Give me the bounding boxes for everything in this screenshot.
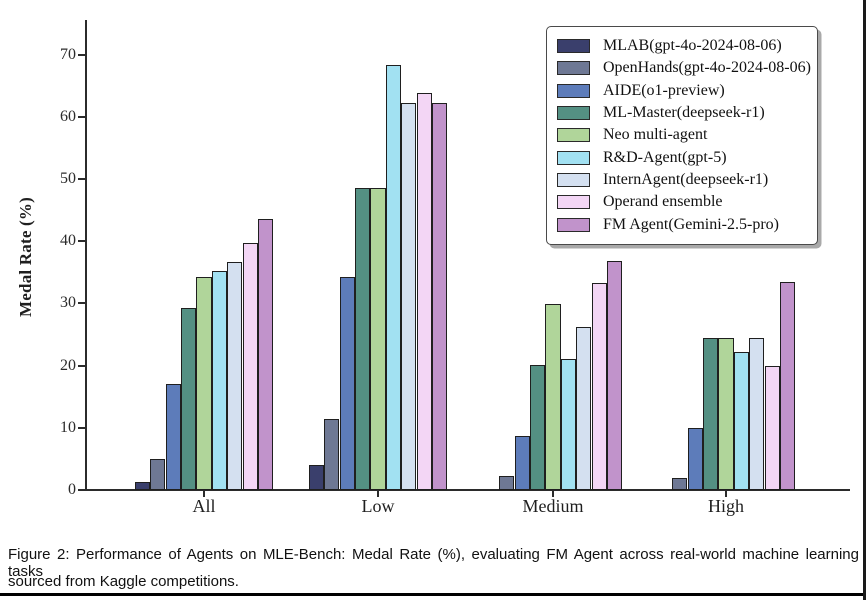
bar-medium-7 <box>591 282 607 490</box>
legend-label: AIDE(o1-preview) <box>603 81 725 99</box>
bar-low-3 <box>354 187 371 490</box>
y-tick-label-60: 60 <box>60 107 76 125</box>
bar-low-4 <box>370 187 386 490</box>
legend-swatch-icon <box>557 150 590 165</box>
x-tick-mark-high <box>725 491 727 497</box>
legend-label: MLAB(gpt-4o-2024-08-06) <box>603 37 782 55</box>
bar-medium-2 <box>514 435 530 490</box>
y-axis-spine <box>85 20 87 491</box>
y-tick-mark-60 <box>78 115 85 118</box>
legend-swatch-icon <box>557 83 590 98</box>
legend-item-7: Operand ensemble <box>557 191 807 213</box>
page-right-rule <box>863 0 866 600</box>
legend-item-5: R&D-Agent(gpt-5) <box>557 146 807 168</box>
figure-caption-line2: sourced from Kaggle competitions. <box>8 573 239 590</box>
legend-label: ML-Master(deepseek-r1) <box>603 104 765 122</box>
bar-low-6 <box>401 102 417 490</box>
legend-label: Operand ensemble <box>603 193 723 211</box>
bar-all-1 <box>150 458 166 490</box>
bar-medium-5 <box>560 359 577 490</box>
bar-low-2 <box>339 276 355 490</box>
y-tick-mark-70 <box>78 53 85 56</box>
bar-high-1 <box>672 478 688 490</box>
bar-high-4 <box>718 337 734 490</box>
x-tick-mark-medium <box>552 491 554 497</box>
bar-low-8 <box>431 102 448 490</box>
y-tick-mark-40 <box>78 240 85 243</box>
legend-swatch-icon <box>557 217 590 232</box>
y-tick-label-30: 30 <box>60 294 76 312</box>
legend-item-0: MLAB(gpt-4o-2024-08-06) <box>557 35 807 57</box>
legend-label: Neo multi-agent <box>603 126 708 144</box>
bar-all-6 <box>227 262 243 490</box>
bar-all-8 <box>257 218 274 490</box>
y-tick-label-0: 0 <box>68 481 76 498</box>
legend-box: MLAB(gpt-4o-2024-08-06) OpenHands(gpt-4o-… <box>546 26 818 245</box>
page-bottom-rule <box>0 593 866 596</box>
legend-swatch-icon <box>557 172 590 187</box>
bar-all-2 <box>165 384 181 490</box>
bar-medium-3 <box>529 365 546 490</box>
x-tick-label-low: Low <box>361 496 395 516</box>
bar-all-3 <box>180 307 197 490</box>
y-tick-mark-30 <box>78 302 85 305</box>
y-tick-label-20: 20 <box>60 356 76 374</box>
x-axis-spine <box>84 489 850 491</box>
bar-high-6 <box>749 337 765 490</box>
y-tick-mark-50 <box>78 178 85 181</box>
figure-caption-line1: Figure 2: Performance of Agents on MLE-B… <box>8 546 859 580</box>
bar-all-0 <box>134 481 151 490</box>
bar-medium-6 <box>576 326 592 490</box>
y-tick-mark-20 <box>78 364 85 367</box>
bar-low-5 <box>385 65 402 490</box>
x-tick-mark-all <box>203 491 205 497</box>
bar-medium-4 <box>545 304 561 490</box>
x-tick-label-high: High <box>708 496 744 516</box>
y-axis-label: Medal Rate (%) <box>16 197 35 317</box>
bar-medium-1 <box>499 476 515 490</box>
legend-item-2: AIDE(o1-preview) <box>557 80 807 102</box>
bar-all-5 <box>211 270 228 490</box>
bar-all-4 <box>196 277 212 490</box>
legend-swatch-icon <box>557 195 590 210</box>
legend-swatch-icon <box>557 61 590 76</box>
y-tick-mark-10 <box>78 426 85 429</box>
legend-label: FM Agent(Gemini-2.5-pro) <box>603 215 779 233</box>
bar-medium-8 <box>606 261 623 490</box>
plot-area <box>85 20 848 490</box>
y-tick-mark-0 <box>78 489 85 491</box>
legend-item-6: InternAgent(deepseek-r1) <box>557 169 807 191</box>
legend-item-1: OpenHands(gpt-4o-2024-08-06) <box>557 57 811 79</box>
legend-label: OpenHands(gpt-4o-2024-08-06) <box>603 59 811 77</box>
y-tick-label-70: 70 <box>60 45 76 63</box>
legend-swatch-icon <box>557 106 590 121</box>
bar-high-2 <box>687 428 703 490</box>
legend-swatch-icon <box>557 128 590 143</box>
x-tick-mark-low <box>377 491 379 497</box>
y-tick-label-40: 40 <box>60 232 76 250</box>
bar-high-7 <box>764 365 780 490</box>
bar-all-7 <box>242 243 258 490</box>
legend-item-3: ML-Master(deepseek-r1) <box>557 102 807 124</box>
y-tick-label-10: 10 <box>60 418 76 436</box>
bar-low-7 <box>416 93 432 490</box>
legend-label: R&D-Agent(gpt-5) <box>603 148 727 166</box>
bar-high-8 <box>779 282 796 490</box>
legend-item-8: FM Agent(Gemini-2.5-pro) <box>557 213 807 235</box>
x-tick-label-medium: Medium <box>522 496 584 516</box>
bar-high-5 <box>733 351 750 490</box>
y-tick-label-50: 50 <box>60 170 76 188</box>
bar-low-0 <box>308 464 325 490</box>
legend-label: InternAgent(deepseek-r1) <box>603 170 769 188</box>
legend-swatch-icon <box>557 39 590 54</box>
bar-high-3 <box>702 337 719 490</box>
bar-low-1 <box>324 419 340 490</box>
legend-item-4: Neo multi-agent <box>557 124 807 146</box>
x-tick-label-all: All <box>192 496 216 516</box>
